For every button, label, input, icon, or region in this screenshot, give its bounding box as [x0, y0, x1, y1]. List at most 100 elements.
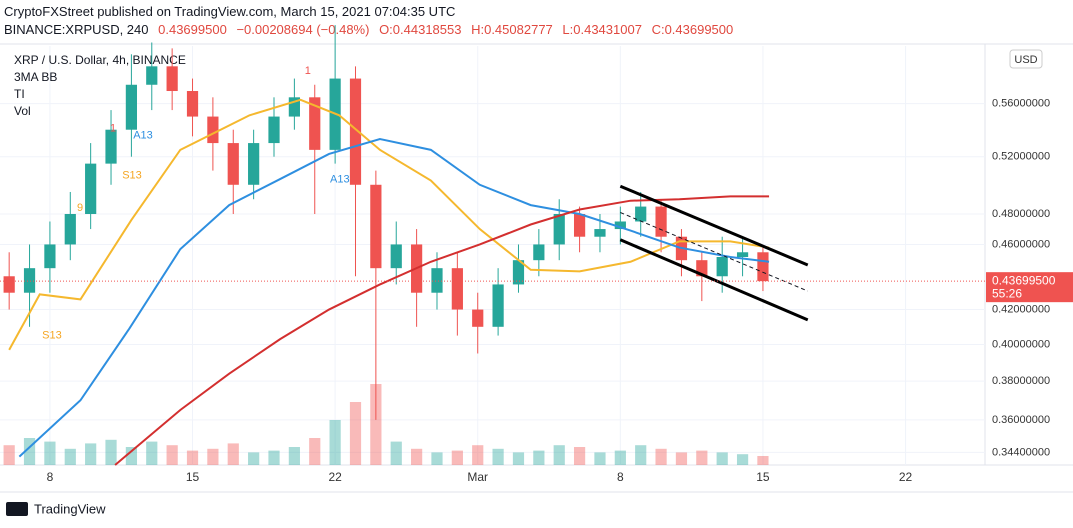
y-tick-label: 0.46000000	[992, 238, 1050, 250]
y-tick-label: 0.56000000	[992, 98, 1050, 110]
candle-body	[44, 244, 56, 269]
y-tick-label: 0.42000000	[992, 303, 1050, 315]
volume-bar	[288, 447, 300, 465]
candle-body	[64, 213, 76, 245]
y-tick-label: 0.34400000	[992, 446, 1050, 458]
currency[interactable]: USD	[1014, 54, 1037, 66]
ma-line	[8, 98, 770, 351]
volume-bar	[207, 448, 219, 465]
annotation: A13	[330, 174, 350, 186]
y-tick-label: 0.38000000	[992, 375, 1050, 387]
candle-body	[227, 143, 239, 185]
volume-bar	[736, 454, 749, 465]
legend-entry: Vol	[14, 104, 31, 118]
candle-body	[431, 268, 443, 293]
volume-bar	[512, 452, 525, 465]
candle-body	[207, 116, 219, 144]
volume-bar	[655, 448, 667, 465]
publish-line: CryptoFXStreet published on TradingView.…	[4, 4, 456, 19]
volume-bar	[573, 447, 586, 465]
candle-body	[248, 143, 260, 185]
volume-bar	[451, 450, 463, 465]
legend-entry: XRP / U.S. Dollar, 4h, BINANCE	[14, 53, 186, 67]
y-tick-label: 0.40000000	[992, 338, 1050, 350]
volume-bar	[44, 441, 56, 465]
candle-body	[655, 206, 667, 237]
candle-body	[594, 229, 606, 237]
volume-bar	[186, 450, 199, 465]
candle-body	[696, 260, 708, 277]
volume-bar	[716, 452, 728, 465]
volume-bar	[390, 441, 402, 465]
volume-bar	[594, 452, 606, 465]
candle-body	[349, 78, 362, 185]
annotation: 1	[305, 65, 311, 77]
candle-body	[125, 84, 138, 130]
open: O:0.44318553	[379, 22, 462, 37]
volume-bar	[85, 443, 97, 465]
volume-bar	[675, 452, 688, 465]
volume-bar	[349, 402, 362, 465]
countdown: 55:26	[992, 286, 1022, 300]
price-label-box	[986, 272, 1073, 303]
annotation: 9	[77, 202, 83, 214]
volume-bar	[268, 450, 280, 465]
volume-bar	[329, 420, 341, 465]
close: C:0.43699500	[651, 22, 734, 37]
price-label: 0.43699500	[992, 273, 1056, 287]
candle-body	[85, 163, 97, 214]
brand: TradingView	[34, 501, 106, 516]
ma-line	[114, 195, 770, 466]
candle-body	[757, 252, 769, 282]
x-tick-label: Mar	[467, 470, 488, 484]
volume-bar	[492, 448, 504, 465]
volume-bar	[472, 445, 484, 465]
candle-body	[512, 260, 525, 285]
candle-body	[268, 116, 280, 144]
annotation: S13	[122, 170, 142, 182]
x-tick-label: 8	[617, 470, 624, 484]
high: H:0.45082777	[471, 22, 553, 37]
volume-bar	[23, 438, 36, 465]
volume-bar	[146, 441, 158, 465]
volume-bar	[614, 450, 626, 465]
symbol: BINANCE:XRPUSD, 240	[4, 22, 149, 37]
candle-body	[553, 213, 565, 245]
candle-body	[146, 66, 158, 85]
logo	[6, 502, 28, 516]
x-tick-label: 22	[328, 470, 342, 484]
candle-body	[736, 252, 749, 258]
candle-body	[390, 244, 402, 269]
volume-bar	[635, 445, 647, 465]
volume-bar	[533, 450, 545, 465]
currency-button[interactable]	[1009, 49, 1043, 69]
candle-body	[492, 284, 504, 327]
symbol-line: BINANCE:XRPUSD, 240 0.43699500 −0.002086…	[4, 22, 739, 37]
volume-bar	[125, 447, 138, 465]
volume-bar	[64, 448, 76, 465]
candle-body	[533, 244, 545, 261]
candle-body	[3, 276, 15, 293]
ma-line	[18, 138, 770, 458]
annotation: 1	[110, 122, 116, 134]
low: L:0.43431007	[562, 22, 642, 37]
volume-bar	[431, 452, 443, 465]
candle-body	[370, 184, 382, 269]
candle-body	[23, 268, 36, 293]
trend-line	[619, 184, 809, 267]
volume-bar	[166, 445, 178, 465]
candle-body	[573, 213, 586, 237]
y-tick-label: 0.48000000	[992, 208, 1050, 220]
trend-line	[619, 238, 809, 322]
volume-bar	[553, 445, 565, 465]
legend-entry: 3MA BB	[14, 70, 57, 84]
candle-body	[614, 221, 626, 230]
volume-bar	[3, 445, 15, 465]
volume-bar	[105, 439, 117, 465]
volume-bar	[411, 448, 423, 465]
y-tick-label: 0.52000000	[992, 151, 1050, 163]
candle-body	[309, 97, 321, 150]
candle-body	[186, 91, 199, 117]
